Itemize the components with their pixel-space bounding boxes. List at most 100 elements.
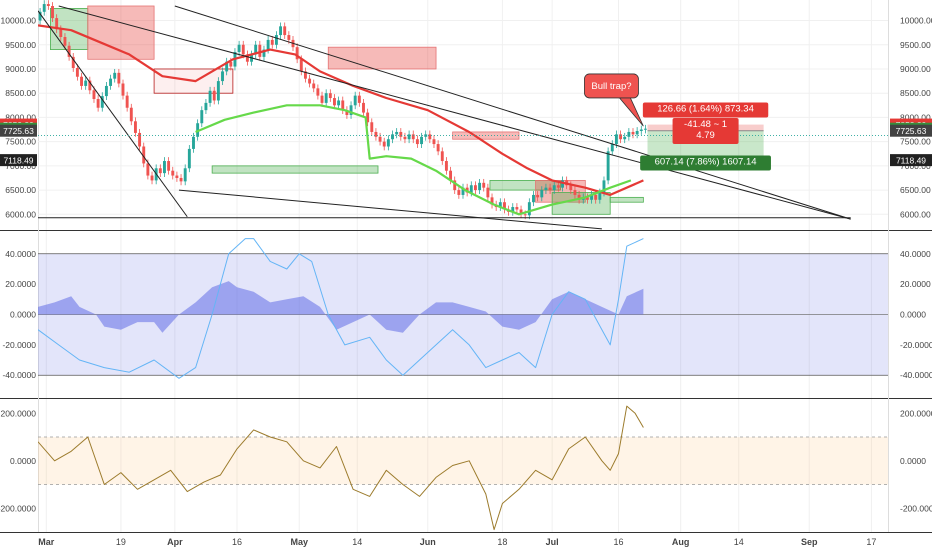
candle-down bbox=[548, 187, 552, 191]
candle-down bbox=[287, 35, 291, 40]
osc1-signal-line bbox=[38, 238, 644, 379]
candle-down bbox=[415, 139, 419, 145]
zone-box-green bbox=[609, 196, 644, 203]
candle-up bbox=[532, 194, 535, 203]
candle-down bbox=[577, 194, 581, 200]
time-tick-label: Sep bbox=[801, 537, 818, 547]
candle-down bbox=[490, 197, 494, 205]
candle-down bbox=[556, 185, 560, 188]
candle-down bbox=[71, 56, 75, 69]
candle-up bbox=[540, 190, 544, 198]
time-tick-label: 17 bbox=[866, 537, 876, 547]
position-ratio-label-text: -41.48 ~ 1 bbox=[684, 119, 727, 130]
candle-up bbox=[420, 136, 423, 145]
time-tick-label: 16 bbox=[232, 537, 242, 547]
annotation-bubble bbox=[584, 73, 639, 99]
osc1-tick-label-left: -40.0000 bbox=[2, 370, 36, 380]
candle-up bbox=[643, 128, 647, 130]
time-tick-label: 18 bbox=[497, 537, 507, 547]
osc2-tick-label: 200.0000 bbox=[900, 408, 932, 418]
osc1-tick-label-left: 0.0000 bbox=[10, 310, 36, 320]
candle-up bbox=[349, 105, 353, 115]
candle-down bbox=[453, 180, 457, 191]
candle-down bbox=[125, 95, 129, 108]
candle-down bbox=[138, 132, 142, 147]
price-tick-label-left: 9000.00 bbox=[5, 64, 36, 74]
candle-up bbox=[84, 80, 88, 86]
candle-down bbox=[357, 95, 361, 103]
price-tick-label: 8500.00 bbox=[900, 88, 931, 98]
candle-down bbox=[519, 209, 523, 215]
price-tick-label: 9500.00 bbox=[900, 40, 931, 50]
candle-down bbox=[473, 185, 477, 191]
candle-down bbox=[594, 194, 598, 200]
candle-up bbox=[544, 187, 548, 191]
osc1-tick-label-left: 40.0000 bbox=[5, 249, 36, 259]
candle-down bbox=[299, 59, 303, 72]
price-tick-label: 9000.00 bbox=[900, 64, 931, 74]
time-tick-label: Apr bbox=[167, 537, 183, 547]
price-tag-left-text: 7118.49 bbox=[3, 156, 33, 166]
candle-up bbox=[100, 96, 104, 108]
price-tick-label: 7500.00 bbox=[900, 137, 931, 147]
candle-up bbox=[225, 61, 229, 72]
price-tick-label-left: 9500.00 bbox=[5, 40, 36, 50]
candle-down bbox=[67, 45, 71, 57]
osc1-tick-label: -40.0000 bbox=[900, 370, 932, 380]
candle-up bbox=[337, 100, 341, 106]
price-tick-label: 10000.00 bbox=[900, 16, 932, 26]
time-tick-label: Jun bbox=[420, 537, 436, 547]
candle-down bbox=[270, 39, 274, 45]
candle-up bbox=[279, 26, 283, 36]
position-ratio-label-text: 4.79 bbox=[696, 130, 715, 141]
candle-down bbox=[503, 202, 506, 210]
candle-down bbox=[536, 194, 540, 198]
candle-down bbox=[241, 44, 245, 55]
candle-up bbox=[598, 192, 602, 200]
candle-up bbox=[216, 81, 220, 101]
candle-down bbox=[631, 131, 635, 135]
candle-down bbox=[436, 144, 440, 152]
price-tick-label-left: 6500.00 bbox=[5, 185, 36, 195]
candle-down bbox=[333, 98, 336, 106]
candle-up bbox=[511, 207, 515, 212]
time-tick-label: Jul bbox=[546, 537, 559, 547]
candle-up bbox=[635, 130, 639, 135]
candle-down bbox=[382, 141, 386, 147]
osc1-tick-label: 40.0000 bbox=[900, 249, 931, 259]
zone-box-green bbox=[489, 179, 561, 191]
osc1-histogram-area bbox=[38, 281, 644, 333]
zone-box-red bbox=[327, 46, 437, 70]
candle-down bbox=[403, 136, 407, 140]
candle-up bbox=[204, 102, 208, 111]
price-tick-label: 6500.00 bbox=[900, 185, 931, 195]
candle-up bbox=[192, 136, 195, 149]
osc2-band bbox=[38, 437, 888, 485]
candle-up bbox=[183, 168, 187, 182]
candle-down bbox=[46, 4, 50, 6]
osc1-tick-label: -20.0000 bbox=[900, 340, 932, 350]
price-tick-label-left: 8500.00 bbox=[5, 88, 36, 98]
candle-up bbox=[639, 129, 643, 131]
candle-up bbox=[274, 35, 278, 45]
trendline bbox=[58, 5, 851, 220]
candle-down bbox=[341, 100, 345, 111]
candle-down bbox=[179, 177, 183, 182]
price-tag-text: 7118.49 bbox=[896, 156, 926, 166]
candle-up bbox=[606, 151, 610, 181]
candle-down bbox=[63, 37, 67, 46]
price-tag-text: 7725.63 bbox=[896, 126, 927, 136]
candle-down bbox=[133, 121, 137, 133]
price-tick-label-left: 7500.00 bbox=[5, 137, 36, 147]
candle-down bbox=[245, 54, 249, 62]
position-target-label-text: 607.14 (7.86%) 1607.14 bbox=[655, 157, 757, 168]
time-tick-label: 16 bbox=[613, 537, 623, 547]
candle-down bbox=[316, 88, 320, 96]
oscillator2-pane bbox=[38, 405, 888, 531]
candle-down bbox=[59, 29, 63, 38]
position-stop-label-bg bbox=[642, 102, 769, 118]
candle-down bbox=[258, 44, 262, 57]
candle-down bbox=[51, 6, 54, 19]
candle-up bbox=[610, 144, 614, 152]
